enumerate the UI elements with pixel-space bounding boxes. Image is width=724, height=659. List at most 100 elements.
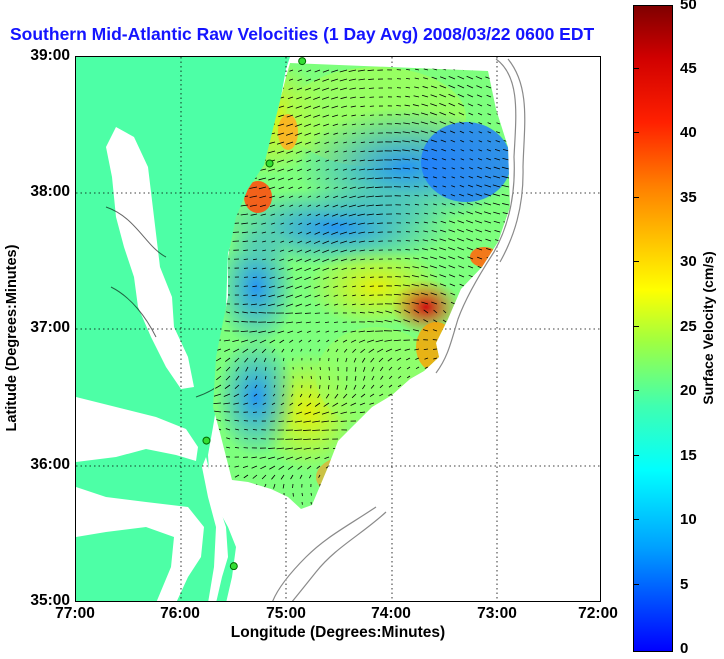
velocity-arrow bbox=[314, 303, 321, 307]
velocity-arrow bbox=[475, 238, 483, 242]
velocity-arrow bbox=[422, 248, 429, 251]
velocity-arrow bbox=[466, 75, 474, 80]
velocity-arrow bbox=[319, 366, 321, 371]
velocity-arrow bbox=[477, 166, 483, 170]
map-panel[interactable] bbox=[75, 56, 601, 602]
velocity-arrow bbox=[475, 220, 483, 224]
velocity-arrow bbox=[316, 195, 321, 198]
velocity-arrow bbox=[486, 319, 492, 323]
velocity-arrow bbox=[334, 150, 339, 153]
velocity-arrow bbox=[348, 231, 357, 235]
velocity-arrow bbox=[307, 204, 312, 207]
velocity-arrow bbox=[413, 329, 420, 332]
velocity-arrow bbox=[259, 195, 267, 199]
velocity-arrow bbox=[321, 420, 330, 423]
velocity-arrow bbox=[476, 94, 483, 98]
velocity-arrow bbox=[313, 87, 321, 91]
velocity-arrow bbox=[433, 185, 438, 188]
velocity-arrow bbox=[294, 420, 303, 423]
velocity-arrow bbox=[319, 375, 321, 380]
velocity-arrow bbox=[433, 60, 437, 61]
velocity-arrow bbox=[340, 213, 348, 217]
velocity-arrow bbox=[343, 150, 348, 153]
velocity-arrow bbox=[441, 434, 447, 440]
velocity-arrow bbox=[433, 511, 437, 512]
velocity-arrow bbox=[414, 86, 420, 89]
velocity-arrow bbox=[371, 366, 375, 372]
velocity-arrow bbox=[363, 492, 366, 498]
velocity-arrow bbox=[366, 195, 375, 198]
velocity-arrow bbox=[441, 483, 447, 486]
velocity-arrow bbox=[277, 168, 285, 172]
velocity-arrow bbox=[442, 176, 447, 179]
velocity-arrow bbox=[357, 213, 366, 216]
velocity-arrow bbox=[485, 166, 492, 170]
velocity-arrow bbox=[467, 409, 474, 413]
velocity-arrow bbox=[277, 177, 285, 181]
velocity-arrow bbox=[288, 186, 294, 190]
velocity-arrow bbox=[403, 445, 411, 449]
velocity-arrow bbox=[421, 301, 429, 305]
velocity-arrow bbox=[442, 339, 447, 341]
velocity-arrow bbox=[385, 310, 393, 314]
velocity-arrow bbox=[235, 428, 240, 431]
velocity-arrow bbox=[457, 366, 465, 370]
velocity-arrow bbox=[249, 330, 258, 333]
velocity-arrow bbox=[415, 511, 419, 513]
velocity-arrow bbox=[504, 445, 510, 449]
velocity-arrow bbox=[423, 309, 429, 314]
velocity-arrow bbox=[288, 249, 294, 253]
velocity-arrow bbox=[458, 265, 465, 269]
velocity-arrow bbox=[451, 425, 456, 431]
velocity-arrow bbox=[331, 222, 339, 226]
velocity-arrow bbox=[369, 402, 375, 405]
velocity-arrow bbox=[325, 168, 330, 171]
velocity-arrow bbox=[414, 203, 420, 206]
velocity-arrow bbox=[468, 328, 474, 332]
velocity-arrow bbox=[289, 339, 294, 343]
velocity-arrow bbox=[474, 375, 483, 379]
velocity-arrow bbox=[360, 294, 366, 297]
velocity-arrow bbox=[476, 409, 483, 413]
velocity-arrow bbox=[478, 149, 483, 152]
velocity-arrow bbox=[251, 222, 258, 225]
velocity-arrow bbox=[294, 438, 303, 440]
velocity-arrow bbox=[485, 401, 492, 404]
velocity-arrow bbox=[233, 402, 240, 405]
velocity-arrow bbox=[411, 130, 420, 134]
velocity-arrow bbox=[297, 177, 303, 181]
velocity-arrow bbox=[411, 158, 420, 161]
velocity-arrow bbox=[429, 112, 438, 116]
velocity-arrow bbox=[304, 285, 312, 289]
velocity-arrow bbox=[405, 204, 411, 206]
velocity-arrow bbox=[466, 66, 474, 71]
velocity-arrow bbox=[245, 492, 249, 498]
velocity-arrow bbox=[388, 402, 393, 405]
velocity-arrow bbox=[313, 285, 321, 289]
velocity-arrow bbox=[493, 511, 500, 513]
velocity-arrow bbox=[307, 186, 312, 189]
velocity-arrow bbox=[252, 240, 258, 243]
velocity-arrow bbox=[393, 329, 402, 332]
velocity-arrow bbox=[432, 375, 438, 379]
velocity-arrow bbox=[504, 239, 510, 242]
velocity-arrow bbox=[350, 96, 357, 99]
velocity-arrow bbox=[368, 78, 375, 80]
velocity-arrow bbox=[366, 204, 375, 207]
velocity-arrow bbox=[504, 284, 510, 287]
velocity-arrow bbox=[466, 238, 474, 242]
velocity-arrow bbox=[423, 348, 429, 351]
velocity-arrow bbox=[344, 474, 348, 478]
velocity-arrow bbox=[411, 275, 420, 278]
velocity-arrow bbox=[278, 105, 285, 108]
velocity-arrow bbox=[334, 330, 339, 333]
velocity-arrow bbox=[225, 357, 231, 362]
velocity-arrow bbox=[286, 285, 294, 289]
velocity-arrow bbox=[262, 249, 267, 252]
velocity-arrow bbox=[369, 249, 375, 252]
velocity-arrow bbox=[313, 132, 321, 136]
velocity-arrow bbox=[385, 474, 393, 479]
velocity-arrow bbox=[432, 483, 438, 486]
velocity-arrow bbox=[458, 59, 464, 61]
velocity-arrow bbox=[250, 339, 258, 344]
